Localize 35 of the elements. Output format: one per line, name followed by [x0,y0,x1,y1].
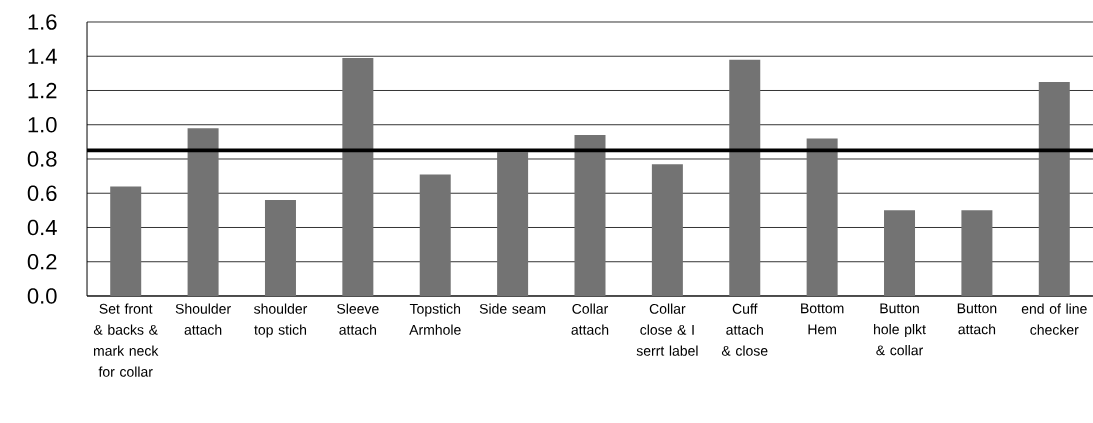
x-tick-label: Topstich Armhole [409,303,461,335]
y-tick-label: 1.4 [28,48,57,64]
x-tick-label: end of line checker [1021,303,1087,335]
bar [110,186,142,296]
x-tick-label: Button attach [957,303,997,335]
bar [574,135,606,296]
bar [1038,81,1070,296]
y-tick-label: 0.0 [27,288,57,304]
bar [961,210,993,296]
x-tick-label: Collar attach [571,303,609,335]
bar [497,152,529,296]
y-tick-label: 0.2 [27,253,57,270]
y-tick-label: 0.4 [27,219,57,236]
bar [187,128,219,296]
bar [884,210,916,296]
bar [419,174,451,296]
x-tick-label: Button hole plkt & collar [874,303,926,356]
x-tick-label: Shoulder attach [175,303,231,335]
bar [264,200,296,296]
x-tick-label: Side seam [479,303,546,314]
y-tick-label: 1.0 [28,116,57,133]
bar [342,57,374,296]
y-tick-label: 0.8 [27,151,57,167]
x-tick-label: Cuff attach & close [721,303,768,356]
y-tick-label: 1.6 [28,14,57,30]
bar [729,59,761,296]
y-tick-label: 0.6 [27,185,57,202]
x-tick-label: Bottom Hem [801,303,844,335]
y-tick-label: 1.2 [28,82,57,99]
x-tick-label: shoulder top stich [254,303,308,338]
x-tick-label: Set front & backs & mark neck for collar [93,303,159,377]
bar [806,138,838,296]
x-tick-label: Collar close & I serrt label [636,303,698,356]
x-tick-label: Sleeve attach [337,303,379,335]
bar [651,164,683,296]
